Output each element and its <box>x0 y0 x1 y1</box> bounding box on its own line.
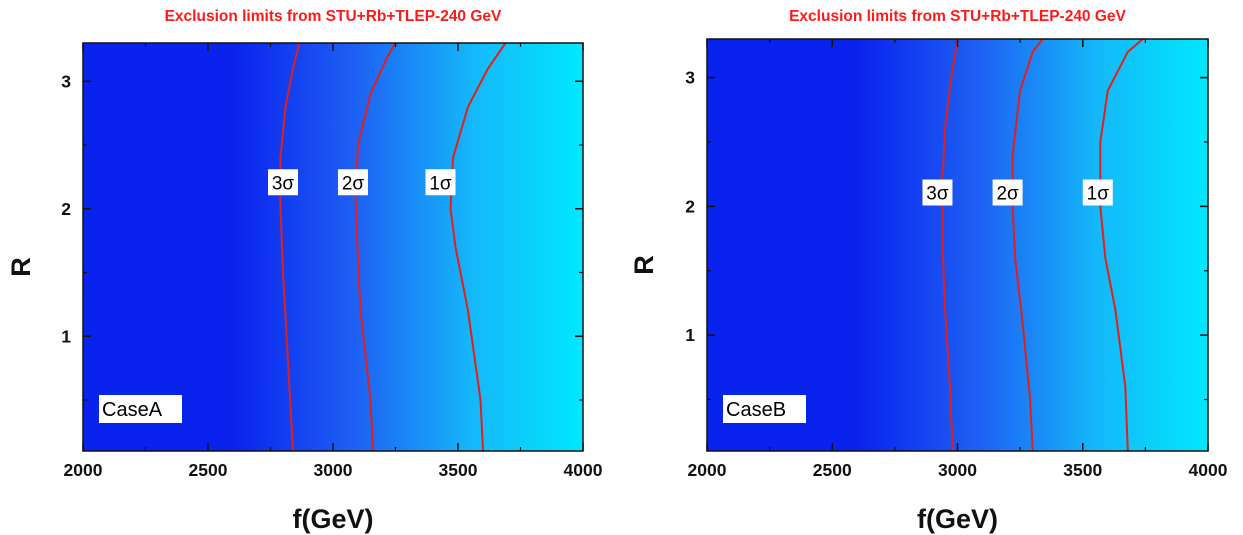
heatmap-area <box>707 39 1208 451</box>
x-tick-label: 2000 <box>64 460 103 480</box>
chart-panel-case-b: Exclusion limits from STU+Rb+TLEP-240 Ge… <box>623 0 1243 535</box>
x-tick-label: 3000 <box>314 460 353 480</box>
contour-label-box <box>922 179 953 206</box>
y-tick-label: 1 <box>685 325 695 345</box>
y-tick-label: 3 <box>685 68 695 88</box>
contour-label-box <box>425 169 456 196</box>
contour-label: 1σ <box>1087 184 1110 205</box>
x-tick-label: 2500 <box>189 460 228 480</box>
x-axis-label: f(GeV) <box>917 504 998 534</box>
contour-line-2 <box>1011 38 1044 452</box>
chart-svg-case-b: Exclusion limits from STU+Rb+TLEP-240 Ge… <box>629 8 1228 534</box>
contour-label-box <box>992 179 1023 206</box>
y-tick-label: 2 <box>685 196 695 216</box>
contour-label-box <box>268 169 298 196</box>
contour-line-3 <box>449 42 507 452</box>
contour-label: 1σ <box>429 173 452 194</box>
contour-line-1 <box>941 38 959 452</box>
heatmap-area <box>83 43 583 451</box>
case-label-box <box>723 395 806 423</box>
x-tick-label: 4000 <box>1189 460 1228 480</box>
chart-title: Exclusion limits from STU+Rb+TLEP-240 Ge… <box>789 8 1126 25</box>
chart-title: Exclusion limits from STU+Rb+TLEP-240 Ge… <box>165 8 502 25</box>
x-tick-label: 3500 <box>439 460 478 480</box>
y-axis-label: R <box>629 255 659 275</box>
case-label-box <box>99 395 182 423</box>
y-tick-label: 3 <box>61 71 71 91</box>
contour-label: 2σ <box>342 173 365 194</box>
x-tick-label: 4000 <box>564 460 603 480</box>
x-tick-label: 3500 <box>1063 460 1102 480</box>
chart-svg-case-a: Exclusion limits from STU+Rb+TLEP-240 Ge… <box>6 8 603 534</box>
contour-label-box <box>338 169 368 196</box>
contour-line-3 <box>1099 38 1144 452</box>
x-tick-label: 3000 <box>938 460 977 480</box>
contour-label-box <box>1082 179 1113 206</box>
contour-label: 3σ <box>926 184 949 205</box>
case-label: CaseA <box>102 399 163 421</box>
contour-line-2 <box>354 42 397 452</box>
y-axis-label: R <box>6 257 36 277</box>
contour-label: 3σ <box>272 173 295 194</box>
y-tick-label: 2 <box>61 199 71 219</box>
chart-panel-case-a: Exclusion limits from STU+Rb+TLEP-240 Ge… <box>0 0 620 535</box>
x-tick-label: 2500 <box>813 460 852 480</box>
contour-label: 2σ <box>996 184 1019 205</box>
y-tick-label: 1 <box>61 326 71 346</box>
x-axis-label: f(GeV) <box>293 504 374 534</box>
x-tick-label: 2000 <box>688 460 727 480</box>
case-label: CaseB <box>726 399 786 421</box>
